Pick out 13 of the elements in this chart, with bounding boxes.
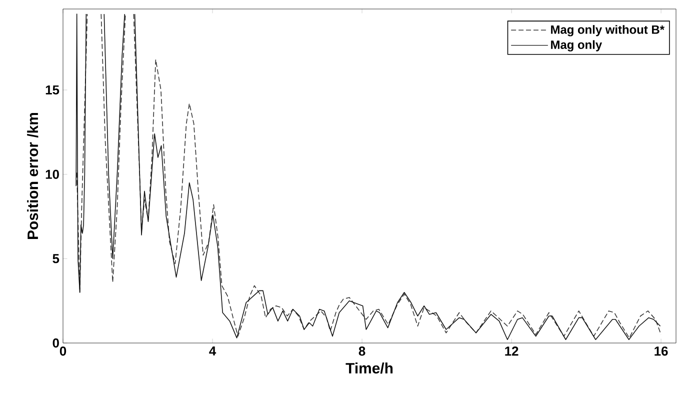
legend-label: Mag only without B* — [551, 25, 664, 36]
x-tick-label: 8 — [358, 346, 366, 356]
y-tick-label: 5 — [52, 254, 60, 264]
x-tick-label: 0 — [60, 346, 66, 356]
y-tick-label: 10 — [46, 170, 59, 179]
legend-label: Mag only — [551, 40, 602, 52]
x-tick-label: 12 — [505, 346, 518, 356]
y-tick-label: 15 — [46, 85, 60, 94]
y-tick-label: 0 — [52, 338, 59, 348]
x-tick-label: 16 — [654, 346, 668, 356]
x-tick-label: 4 — [209, 346, 216, 356]
x-axis-title: Time/h — [346, 362, 393, 374]
y-axis-title: Position error /km — [27, 112, 38, 239]
